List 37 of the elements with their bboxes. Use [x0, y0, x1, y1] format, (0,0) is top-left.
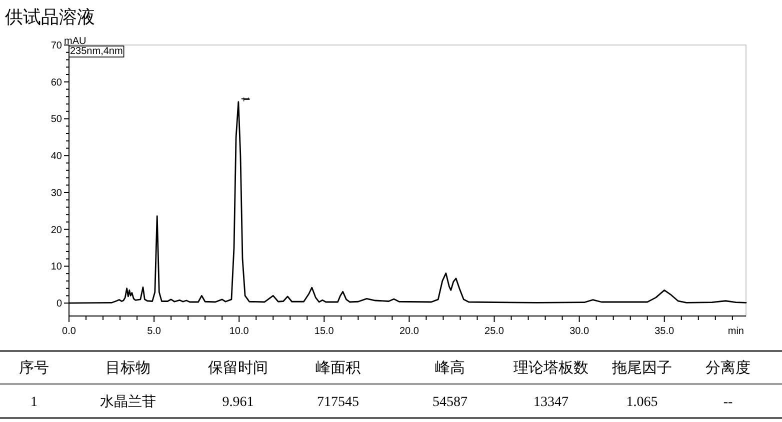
y-tick-label: 70 [50, 40, 62, 52]
chart-title: 供试品溶液 [5, 7, 95, 27]
x-tick-label: 5.0 [147, 326, 162, 337]
text: 目标物 [106, 360, 150, 376]
y-tick-label: 40 [50, 151, 62, 162]
annotation: 235nm,4nm [70, 46, 123, 57]
y-tick-label: 20 [50, 224, 62, 236]
x-tick-label: 10.0 [229, 326, 250, 337]
y-tick-label: 50 [50, 114, 62, 126]
x-tick-label: 0.0 [62, 326, 76, 337]
text: 峰面积 [316, 360, 360, 376]
text: 拖尾因子 [611, 360, 672, 376]
annotation: 1 [241, 96, 252, 102]
x-tick-label: 20.0 [399, 326, 420, 337]
text: 13347 [534, 395, 568, 410]
y-tick-label: 60 [50, 77, 62, 88]
text: 水晶兰苷 [100, 394, 156, 410]
x-tick-label: 15.0 [314, 326, 334, 337]
text: 保留时间 [208, 360, 268, 376]
y-tick-label: 30 [50, 188, 62, 199]
text: 1.065 [626, 395, 658, 410]
text: -- [723, 395, 733, 410]
text: 54587 [432, 395, 468, 410]
text: 1 [30, 395, 38, 410]
x-tick-label: 25.0 [484, 326, 504, 337]
y-tick-label: 10 [50, 262, 62, 273]
text: 序号 [19, 360, 49, 376]
text: 分离度 [706, 360, 750, 376]
text: 理论塔板数 [514, 360, 588, 376]
x-tick-label: 35.0 [654, 326, 675, 337]
text: 峰高 [435, 360, 465, 376]
x-axis-title: min [728, 326, 744, 337]
y-tick-label: 0 [56, 298, 62, 310]
x-tick-label: 30.0 [570, 326, 590, 337]
y-axis-title: mAU [64, 36, 86, 47]
text: 717545 [317, 395, 359, 410]
text: 9.961 [222, 395, 254, 410]
